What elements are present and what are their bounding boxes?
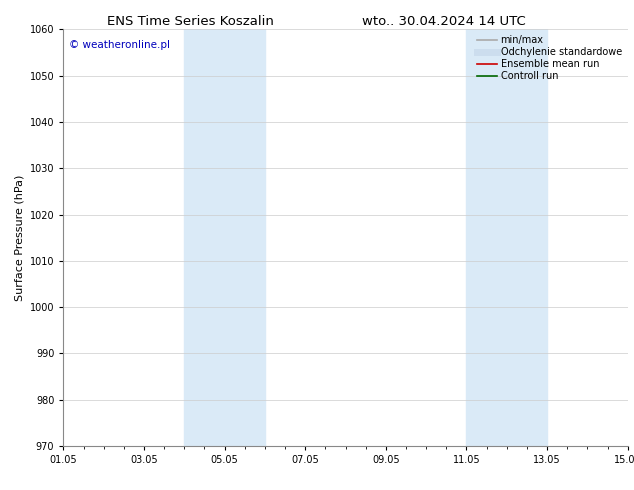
Text: wto.. 30.04.2024 14 UTC: wto.. 30.04.2024 14 UTC — [362, 15, 526, 28]
Legend: min/max, Odchylenie standardowe, Ensemble mean run, Controll run: min/max, Odchylenie standardowe, Ensembl… — [474, 31, 626, 85]
Text: ENS Time Series Koszalin: ENS Time Series Koszalin — [107, 15, 274, 28]
Bar — [467, 29, 547, 446]
Text: © weatheronline.pl: © weatheronline.pl — [69, 40, 170, 50]
Y-axis label: Surface Pressure (hPa): Surface Pressure (hPa) — [14, 174, 24, 301]
Bar — [184, 29, 265, 446]
